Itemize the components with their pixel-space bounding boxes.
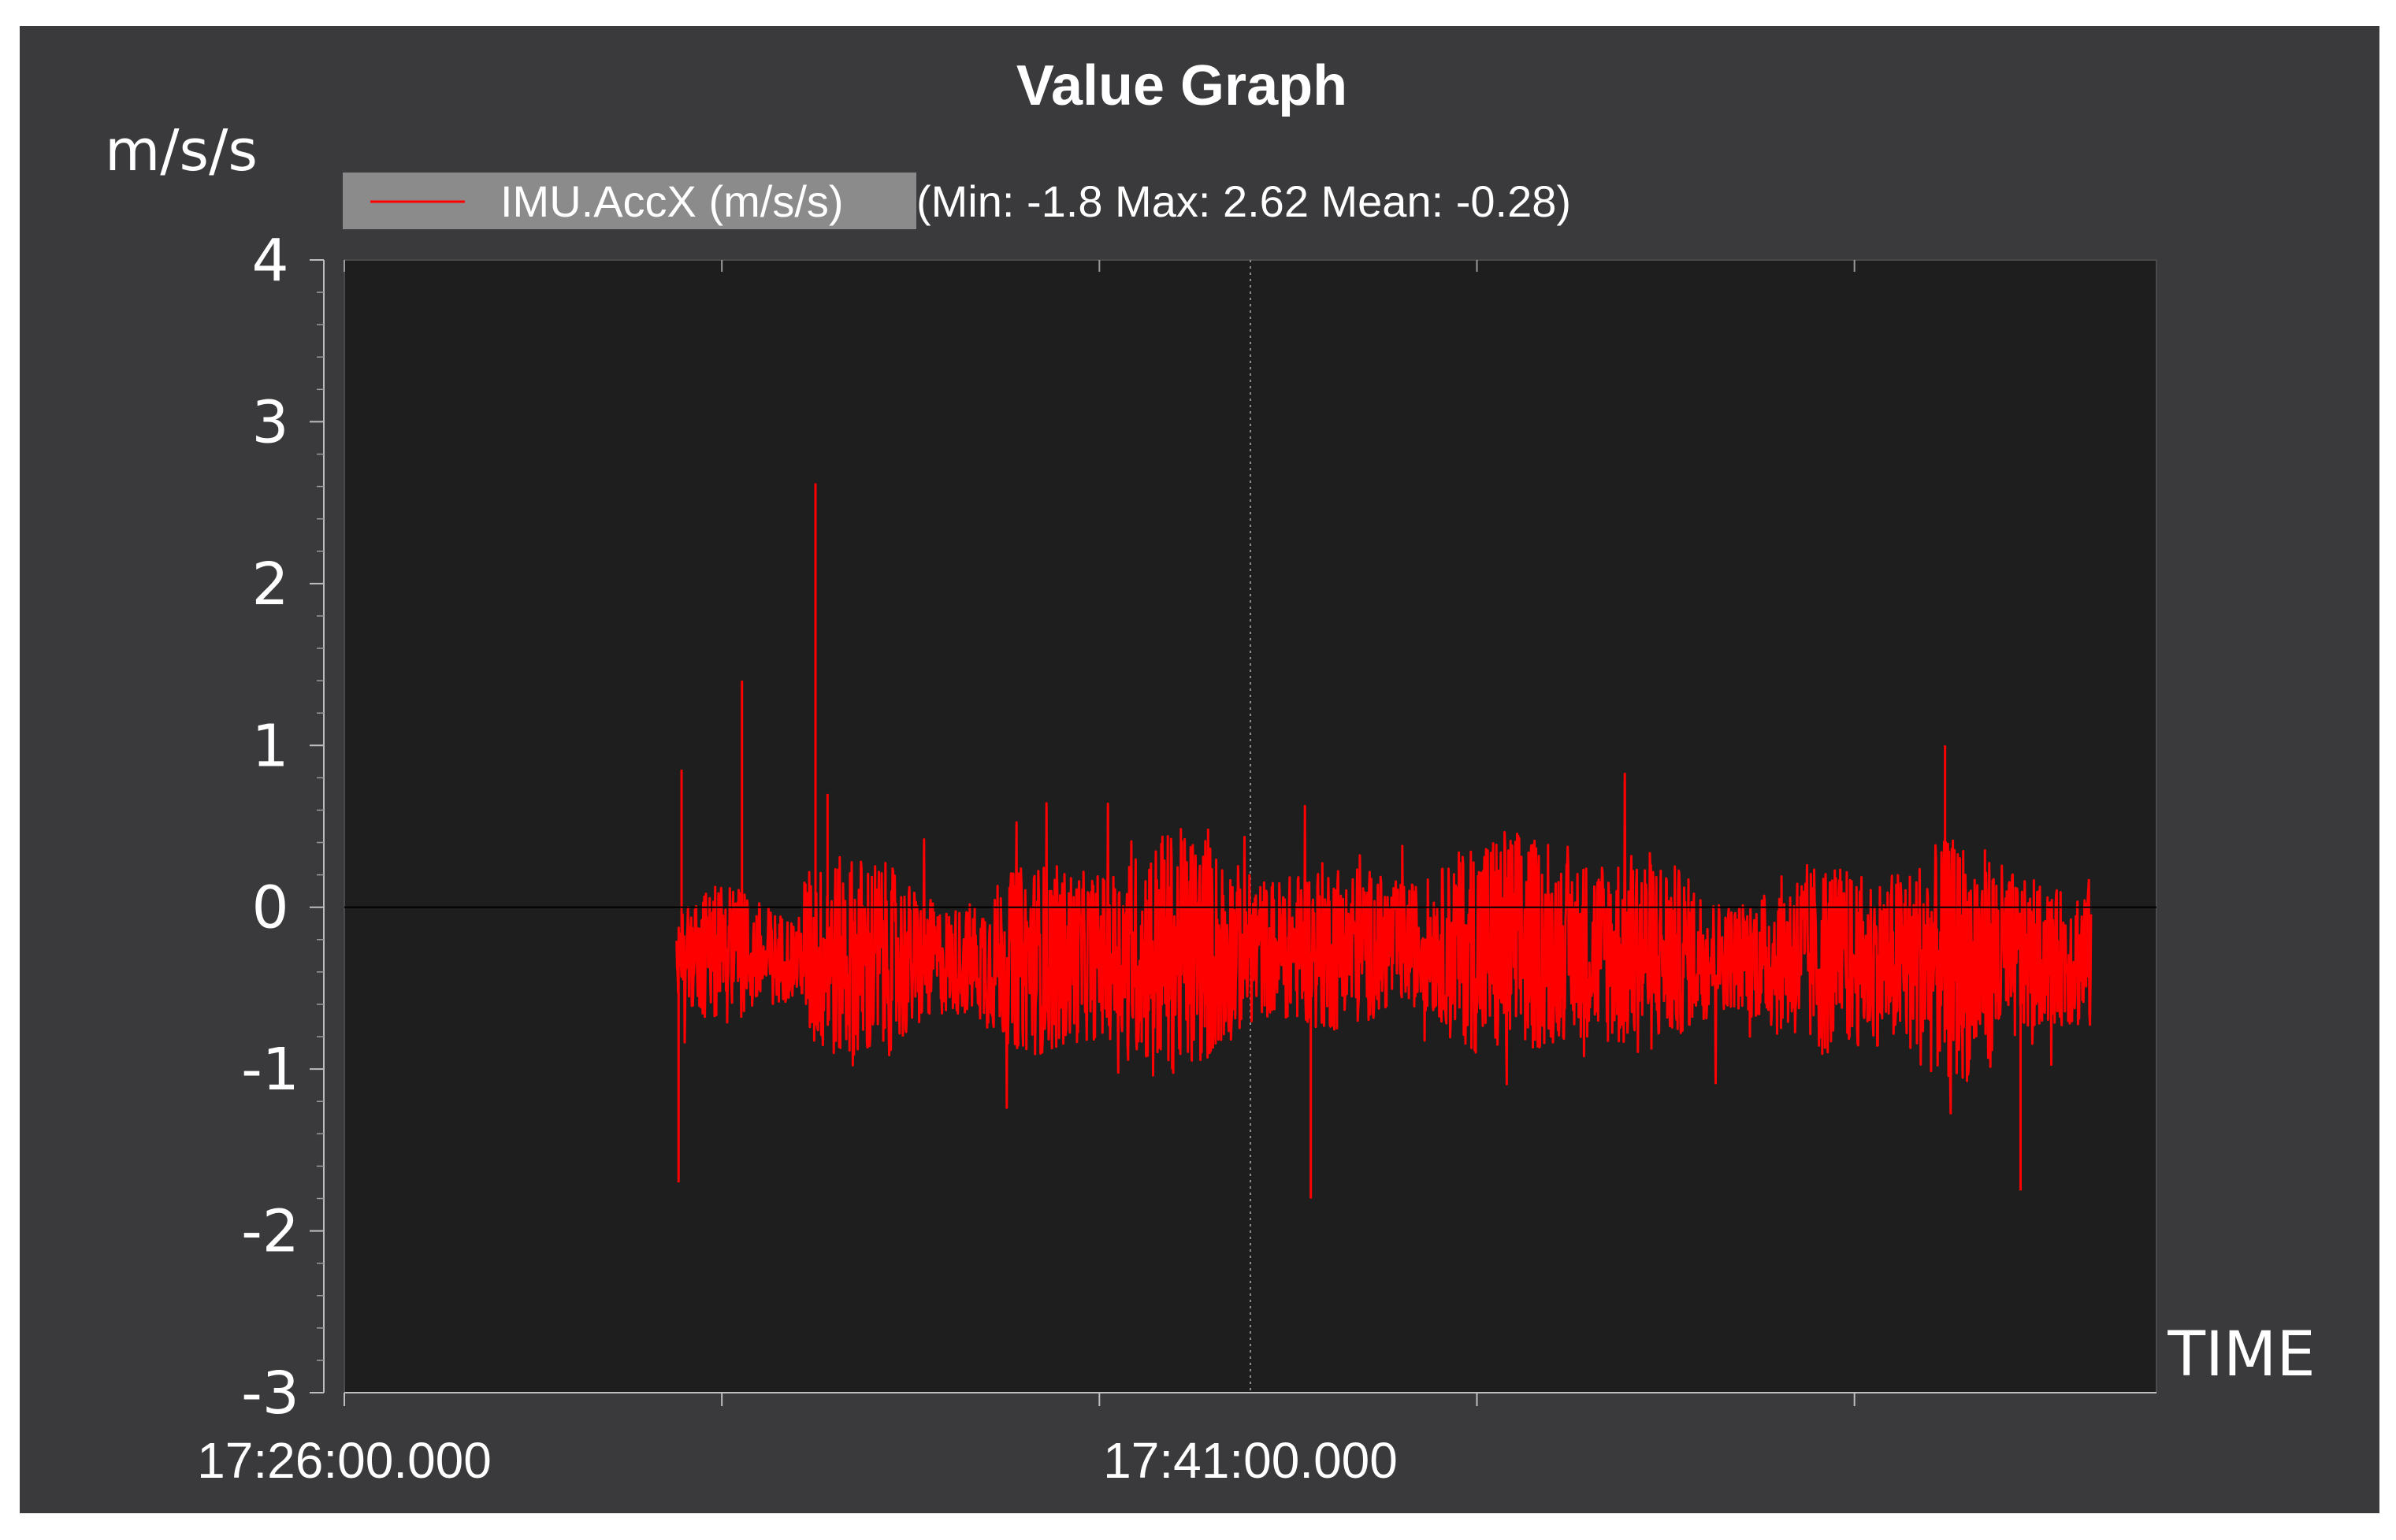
y-tick-label: 0	[251, 874, 288, 942]
legend-series-stats: (Min: -1.8 Max: 2.62 Mean: -0.28)	[916, 176, 1571, 226]
x-axis-ticks: 17:26:00.000 17:41:00.000	[197, 260, 1856, 1489]
y-tick-label: -3	[241, 1360, 299, 1427]
y-axis-unit-label: m/s/s	[105, 117, 258, 184]
legend[interactable]: IMU.AccX (m/s/s) (Min: -1.8 Max: 2.62 Me…	[343, 173, 1571, 229]
chart-panel: Value Graph m/s/s IMU.AccX (m/s/s) (Min:…	[20, 26, 2379, 1513]
x-tick-label: 17:41:00.000	[1103, 1432, 1398, 1489]
value-graph-chart: Value Graph m/s/s IMU.AccX (m/s/s) (Min:…	[105, 54, 2315, 1489]
plot-area[interactable]	[344, 259, 2157, 1393]
legend-series-name: IMU.AccX (m/s/s)	[500, 176, 844, 226]
y-tick-label: -2	[241, 1198, 299, 1266]
y-axis-ticks: 4 3 2 1 0 -1 -2 -3	[241, 227, 324, 1427]
x-axis-label: TIME	[2167, 1319, 2315, 1390]
y-tick-label: 4	[251, 227, 288, 295]
y-tick-label: -1	[241, 1036, 299, 1104]
x-tick-label: 17:26:00.000	[197, 1432, 492, 1489]
y-tick-label: 2	[251, 551, 288, 618]
series-trace	[675, 772, 2093, 1115]
chart-title: Value Graph	[1016, 54, 1347, 117]
y-tick-label: 3	[251, 388, 288, 456]
y-tick-label: 1	[251, 712, 288, 780]
